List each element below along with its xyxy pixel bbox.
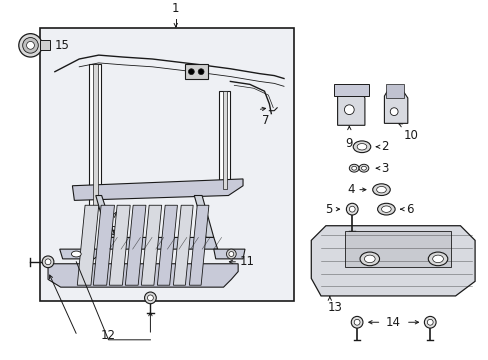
FancyBboxPatch shape	[93, 64, 98, 208]
Ellipse shape	[389, 108, 397, 116]
Text: 7: 7	[261, 114, 268, 127]
Text: 3: 3	[381, 162, 388, 175]
Ellipse shape	[376, 186, 386, 193]
Text: 4: 4	[347, 183, 354, 196]
Circle shape	[198, 69, 203, 75]
Polygon shape	[189, 205, 208, 285]
Circle shape	[42, 256, 54, 267]
Ellipse shape	[358, 164, 368, 172]
FancyBboxPatch shape	[40, 28, 293, 301]
Ellipse shape	[361, 166, 366, 170]
Polygon shape	[60, 249, 107, 259]
Text: 5: 5	[325, 203, 332, 216]
FancyBboxPatch shape	[222, 91, 227, 189]
Text: 11: 11	[240, 255, 255, 268]
Circle shape	[188, 69, 194, 75]
Text: 10: 10	[403, 129, 418, 142]
Ellipse shape	[344, 105, 353, 114]
Polygon shape	[157, 205, 177, 285]
Circle shape	[427, 319, 432, 325]
Circle shape	[424, 316, 435, 328]
Polygon shape	[213, 249, 244, 259]
Polygon shape	[125, 205, 145, 285]
Ellipse shape	[427, 252, 447, 266]
Polygon shape	[96, 195, 115, 238]
Text: 12: 12	[101, 329, 116, 342]
FancyBboxPatch shape	[333, 84, 368, 96]
Text: 9: 9	[345, 137, 352, 150]
Circle shape	[26, 41, 34, 49]
Polygon shape	[194, 195, 213, 238]
Polygon shape	[109, 205, 130, 285]
Ellipse shape	[377, 203, 394, 215]
Ellipse shape	[381, 206, 390, 212]
FancyBboxPatch shape	[89, 64, 101, 208]
Polygon shape	[103, 238, 217, 249]
Circle shape	[228, 252, 233, 256]
Circle shape	[353, 319, 359, 325]
Polygon shape	[337, 86, 364, 125]
Circle shape	[350, 316, 362, 328]
Polygon shape	[384, 86, 407, 123]
Polygon shape	[173, 205, 193, 285]
Ellipse shape	[356, 144, 366, 150]
Ellipse shape	[432, 255, 443, 263]
Circle shape	[226, 249, 236, 259]
Text: 6: 6	[405, 203, 412, 216]
FancyBboxPatch shape	[386, 84, 403, 98]
Ellipse shape	[351, 166, 356, 170]
Text: 15: 15	[55, 39, 70, 52]
Polygon shape	[48, 264, 238, 287]
Text: 14: 14	[385, 316, 400, 329]
Ellipse shape	[372, 184, 389, 195]
Circle shape	[144, 292, 156, 304]
Ellipse shape	[359, 252, 379, 266]
Polygon shape	[93, 205, 114, 285]
Text: 13: 13	[327, 301, 342, 314]
Polygon shape	[345, 231, 450, 267]
Text: 1: 1	[172, 2, 179, 15]
Ellipse shape	[71, 251, 81, 257]
FancyBboxPatch shape	[184, 64, 207, 80]
Polygon shape	[311, 226, 474, 296]
Text: 2: 2	[381, 140, 388, 153]
Ellipse shape	[348, 164, 358, 172]
Polygon shape	[72, 179, 243, 201]
Ellipse shape	[364, 255, 374, 263]
Circle shape	[346, 203, 357, 215]
Circle shape	[348, 206, 354, 212]
FancyBboxPatch shape	[218, 91, 230, 189]
Polygon shape	[141, 205, 162, 285]
Circle shape	[147, 295, 153, 301]
Polygon shape	[77, 205, 99, 285]
Circle shape	[19, 33, 42, 57]
Circle shape	[45, 259, 51, 265]
Circle shape	[22, 37, 38, 53]
FancyBboxPatch shape	[40, 40, 50, 50]
Text: 8: 8	[109, 225, 117, 238]
Ellipse shape	[352, 141, 370, 153]
